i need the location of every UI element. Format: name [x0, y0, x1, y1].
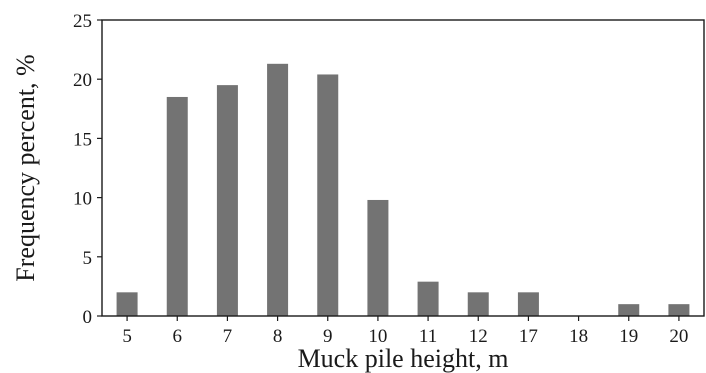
x-tick-label: 12: [469, 326, 488, 347]
x-tick-label: 6: [173, 326, 183, 347]
x-tick-label: 10: [368, 326, 387, 347]
y-tick-label: 5: [83, 248, 93, 269]
bar-12: [467, 292, 489, 316]
y-tick-label: 10: [73, 189, 92, 210]
bar-19: [618, 304, 640, 316]
x-tick-label: 5: [122, 326, 132, 347]
y-axis-title: Frequency percent, %: [11, 54, 40, 281]
y-tick-label: 20: [73, 70, 92, 91]
bar-8: [267, 63, 289, 316]
bar-17: [517, 292, 539, 316]
x-tick-label: 8: [273, 326, 283, 347]
y-axis-ticks: 0 5 10 15 20 25: [73, 11, 102, 328]
bar-10: [367, 199, 389, 316]
x-tick-label: 17: [519, 326, 538, 347]
bars-group: [116, 63, 690, 317]
y-tick-label: 25: [73, 11, 92, 32]
x-axis-title: Muck pile height, m: [298, 344, 509, 373]
plot-frame: [101, 19, 705, 317]
x-tick-label: 18: [569, 326, 588, 347]
x-axis-ticks: 5 6 7 8 9 10 11 12 17 18 19 20: [122, 316, 688, 347]
y-tick-label: 15: [73, 129, 92, 150]
x-tick-label: 7: [223, 326, 233, 347]
x-tick-label: 9: [323, 326, 333, 347]
bar-11: [417, 281, 439, 316]
x-tick-label: 19: [619, 326, 638, 347]
bar-9: [317, 74, 339, 317]
bar-5: [116, 292, 138, 316]
bar-7: [216, 85, 238, 317]
x-tick-label: 11: [419, 326, 437, 347]
bar-6: [166, 96, 188, 317]
bar-20: [668, 304, 690, 316]
y-tick-label: 0: [83, 307, 93, 328]
x-tick-label: 20: [669, 326, 688, 347]
